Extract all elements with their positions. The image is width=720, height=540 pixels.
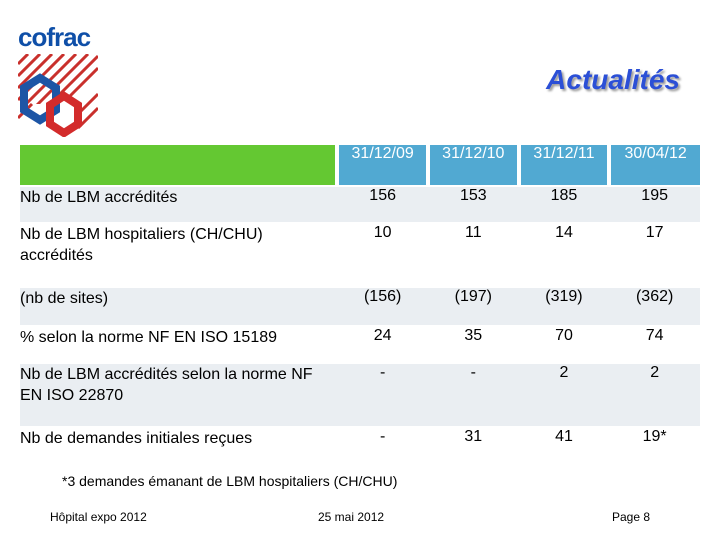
table-cell: 11 [427, 222, 519, 287]
table-header-row: 31/12/09 31/12/10 31/12/11 30/04/12 [20, 145, 700, 186]
logo-emblem [18, 54, 98, 137]
table-cell: (319) [518, 286, 610, 326]
row-label: Nb de LBM accrédités [20, 185, 338, 223]
table-cell: 2 [518, 362, 610, 427]
table-cell: 14 [518, 222, 610, 287]
table-cell: (197) [427, 286, 519, 326]
table-cell: (156) [337, 286, 428, 326]
table-row: % selon la norme NF EN ISO 15189 24 35 7… [20, 325, 700, 363]
footer-date: 25 mai 2012 [318, 510, 385, 524]
table-cell: - [427, 362, 519, 427]
table-cell: 2 [609, 362, 700, 427]
table-cell: 70 [518, 325, 610, 363]
table-cell: 195 [609, 185, 700, 223]
column-header: 30/04/12 [607, 145, 700, 186]
logo-wordmark: cofrac [18, 22, 91, 52]
table-row: Nb de LBM hospitaliers (CH/CHU) accrédit… [20, 222, 700, 287]
row-label: (nb de sites) [20, 286, 338, 326]
table-cell: 74 [609, 325, 700, 363]
row-label: Nb de LBM accrédités selon la norme NF E… [20, 362, 338, 427]
table-cell: 31 [427, 426, 519, 469]
table-cell: 35 [427, 325, 519, 363]
table-cell: 24 [337, 325, 428, 363]
table-cell: - [337, 426, 428, 469]
table-cell: 10 [337, 222, 428, 287]
table-row: (nb de sites) (156) (197) (319) (362) [20, 286, 700, 326]
cofrac-logo: cofrac [18, 22, 98, 137]
header-corner-cell [20, 145, 338, 186]
table-footnote: *3 demandes émanant de LBM hospitaliers … [62, 473, 398, 489]
column-header: 31/12/09 [335, 145, 428, 186]
footer-page-number: Page 8 [612, 510, 651, 524]
table-cell: 17 [609, 222, 700, 287]
page-title: Actualités [546, 64, 680, 95]
column-header: 31/12/11 [516, 145, 610, 186]
row-label: % selon la norme NF EN ISO 15189 [20, 325, 338, 363]
table-row: Nb de LBM accrédités 156 153 185 195 [20, 185, 700, 223]
table-cell: 156 [337, 185, 428, 223]
table-row: Nb de demandes initiales reçues - 31 41 … [20, 426, 700, 469]
row-label: Nb de LBM hospitaliers (CH/CHU) accrédit… [20, 222, 338, 287]
accreditation-table: 31/12/09 31/12/10 31/12/11 30/04/12 Nb d… [20, 145, 700, 469]
footer-event: Hôpital expo 2012 [50, 510, 147, 524]
table-cell: 41 [518, 426, 610, 469]
table-row: Nb de LBM accrédités selon la norme NF E… [20, 362, 700, 427]
table-cell: - [337, 362, 428, 427]
column-header: 31/12/10 [425, 145, 519, 186]
table-cell: 153 [427, 185, 519, 223]
table-cell: (362) [609, 286, 700, 326]
table-cell: 19* [609, 426, 700, 469]
row-label: Nb de demandes initiales reçues [20, 426, 338, 469]
table-cell: 185 [518, 185, 610, 223]
